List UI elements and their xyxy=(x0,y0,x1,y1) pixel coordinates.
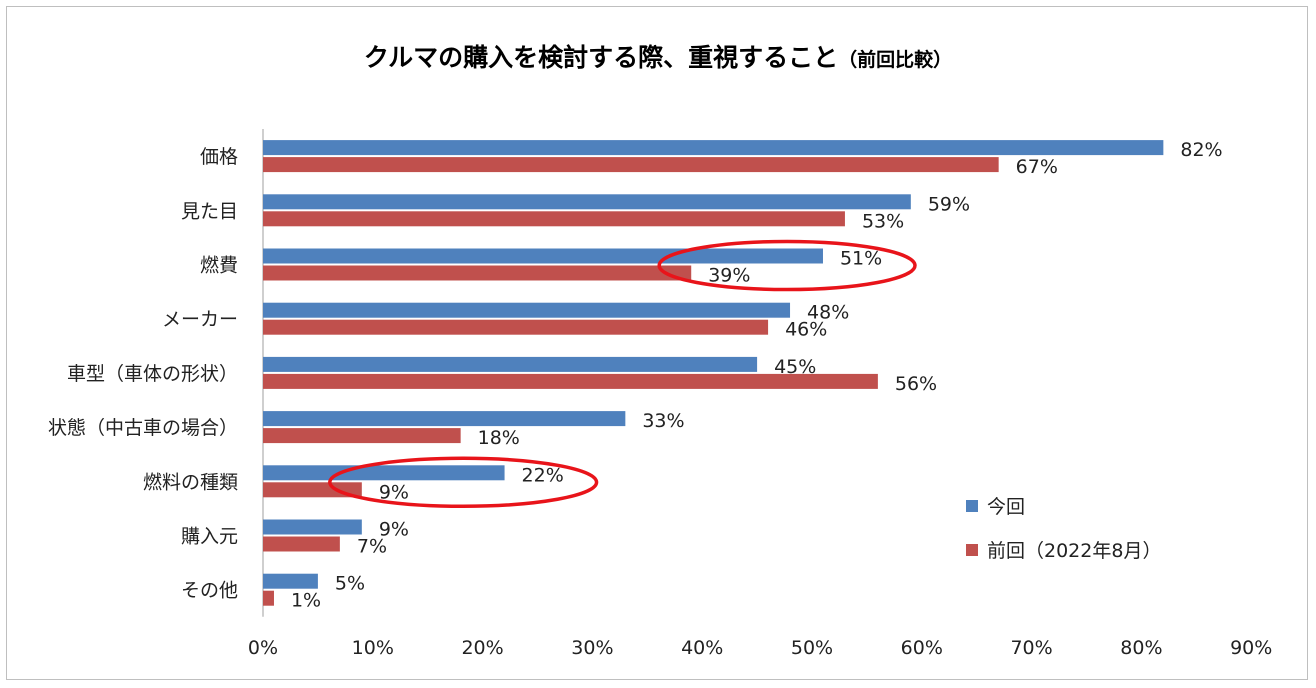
category-label: 見た目 xyxy=(181,200,238,222)
bar-previous xyxy=(263,265,692,281)
x-tick-label: 20% xyxy=(461,637,503,659)
data-label: 67% xyxy=(1016,156,1058,178)
data-label: 82% xyxy=(1180,139,1222,161)
bar-current xyxy=(263,302,791,318)
bar-previous xyxy=(263,482,362,498)
chart-title: クルマの購入を検討する際、重視すること（前回比較） xyxy=(0,38,1316,74)
highlight-ellipse xyxy=(328,456,599,509)
bar-current xyxy=(263,519,362,535)
x-tick-label: 60% xyxy=(901,637,943,659)
data-label: 18% xyxy=(478,427,520,449)
data-label: 9% xyxy=(379,519,409,541)
data-label: 59% xyxy=(928,193,970,215)
data-label: 45% xyxy=(774,356,816,378)
data-label: 56% xyxy=(895,373,937,395)
data-label: 9% xyxy=(379,481,409,503)
x-tick-label: 30% xyxy=(571,637,613,659)
legend-label: 前回（2022年8月） xyxy=(987,540,1161,562)
bar-current xyxy=(263,573,318,589)
bar-current xyxy=(263,194,911,210)
chart-frame xyxy=(6,6,1308,680)
category-label: 燃費 xyxy=(200,255,238,277)
x-tick-label: 40% xyxy=(681,637,723,659)
data-label: 53% xyxy=(862,210,904,232)
bar-current xyxy=(263,356,758,372)
bar-previous xyxy=(263,590,274,606)
bar-previous xyxy=(263,211,845,227)
data-label: 1% xyxy=(291,590,321,612)
category-label: 価格 xyxy=(200,146,238,168)
legend-swatch xyxy=(966,544,978,556)
bar-previous xyxy=(263,428,461,444)
x-tick-label: 0% xyxy=(248,637,278,659)
bar-current xyxy=(263,411,626,427)
x-tick-label: 70% xyxy=(1010,637,1052,659)
legend-swatch xyxy=(966,500,978,512)
chart-subtitle: （前回比較） xyxy=(838,49,953,71)
category-label: 状態（中古車の場合） xyxy=(48,417,238,439)
category-label: 燃料の種類 xyxy=(143,471,238,493)
bar-current xyxy=(263,140,1164,156)
bar-previous xyxy=(263,157,999,173)
bar-current xyxy=(263,248,823,264)
data-label: 51% xyxy=(840,248,882,270)
x-tick-label: 80% xyxy=(1120,637,1162,659)
category-label: その他 xyxy=(181,580,238,602)
category-label: 車型（車体の形状） xyxy=(67,363,238,385)
data-label: 48% xyxy=(807,302,849,324)
bar-current xyxy=(263,465,505,481)
data-label: 46% xyxy=(785,319,827,341)
data-label: 7% xyxy=(357,536,387,558)
category-label: 購入元 xyxy=(181,526,238,548)
data-label: 22% xyxy=(522,464,564,486)
x-tick-label: 10% xyxy=(352,637,394,659)
category-label: メーカー xyxy=(162,309,238,331)
highlight-ellipse xyxy=(657,239,917,292)
x-tick-label: 90% xyxy=(1230,637,1272,659)
x-tick-label: 50% xyxy=(791,637,833,659)
bar-previous xyxy=(263,373,878,389)
legend-label: 今回 xyxy=(987,496,1025,518)
bar-previous xyxy=(263,536,340,552)
chart-title-main: クルマの購入を検討する際、重視すること xyxy=(363,43,839,72)
data-label: 5% xyxy=(335,573,365,595)
bar-previous xyxy=(263,319,769,335)
data-label: 39% xyxy=(708,265,750,287)
data-label: 33% xyxy=(642,410,684,432)
